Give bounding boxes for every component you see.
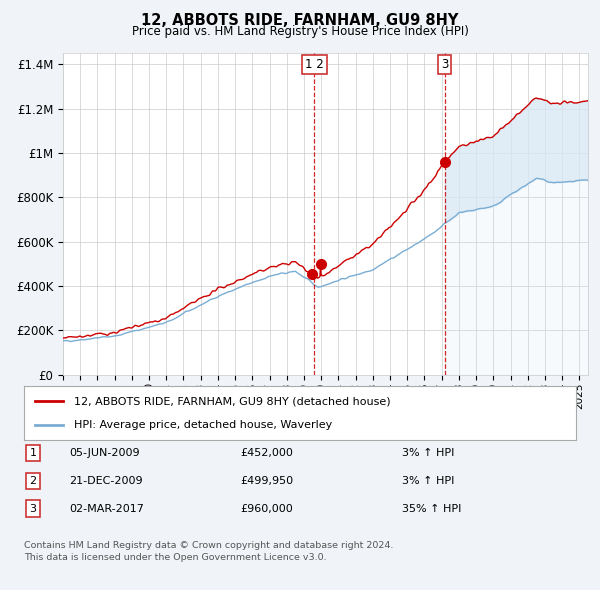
Text: Price paid vs. HM Land Registry's House Price Index (HPI): Price paid vs. HM Land Registry's House … — [131, 25, 469, 38]
Text: 1: 1 — [29, 448, 37, 458]
Text: 12, ABBOTS RIDE, FARNHAM, GU9 8HY: 12, ABBOTS RIDE, FARNHAM, GU9 8HY — [142, 13, 458, 28]
Text: 3: 3 — [441, 58, 448, 71]
Text: £452,000: £452,000 — [240, 448, 293, 458]
Text: 2: 2 — [29, 476, 37, 486]
Text: 02-MAR-2017: 02-MAR-2017 — [69, 504, 144, 513]
Text: 12, ABBOTS RIDE, FARNHAM, GU9 8HY (detached house): 12, ABBOTS RIDE, FARNHAM, GU9 8HY (detac… — [74, 396, 391, 407]
Text: £499,950: £499,950 — [240, 476, 293, 486]
Text: 21-DEC-2009: 21-DEC-2009 — [69, 476, 143, 486]
Text: This data is licensed under the Open Government Licence v3.0.: This data is licensed under the Open Gov… — [24, 553, 326, 562]
Text: Contains HM Land Registry data © Crown copyright and database right 2024.: Contains HM Land Registry data © Crown c… — [24, 541, 394, 550]
Text: 3% ↑ HPI: 3% ↑ HPI — [402, 476, 454, 486]
Text: 3% ↑ HPI: 3% ↑ HPI — [402, 448, 454, 458]
Text: 05-JUN-2009: 05-JUN-2009 — [69, 448, 140, 458]
Text: £960,000: £960,000 — [240, 504, 293, 513]
Text: HPI: Average price, detached house, Waverley: HPI: Average price, detached house, Wave… — [74, 419, 332, 430]
Text: 1 2: 1 2 — [305, 58, 323, 71]
Text: 3: 3 — [29, 504, 37, 513]
Text: 35% ↑ HPI: 35% ↑ HPI — [402, 504, 461, 513]
